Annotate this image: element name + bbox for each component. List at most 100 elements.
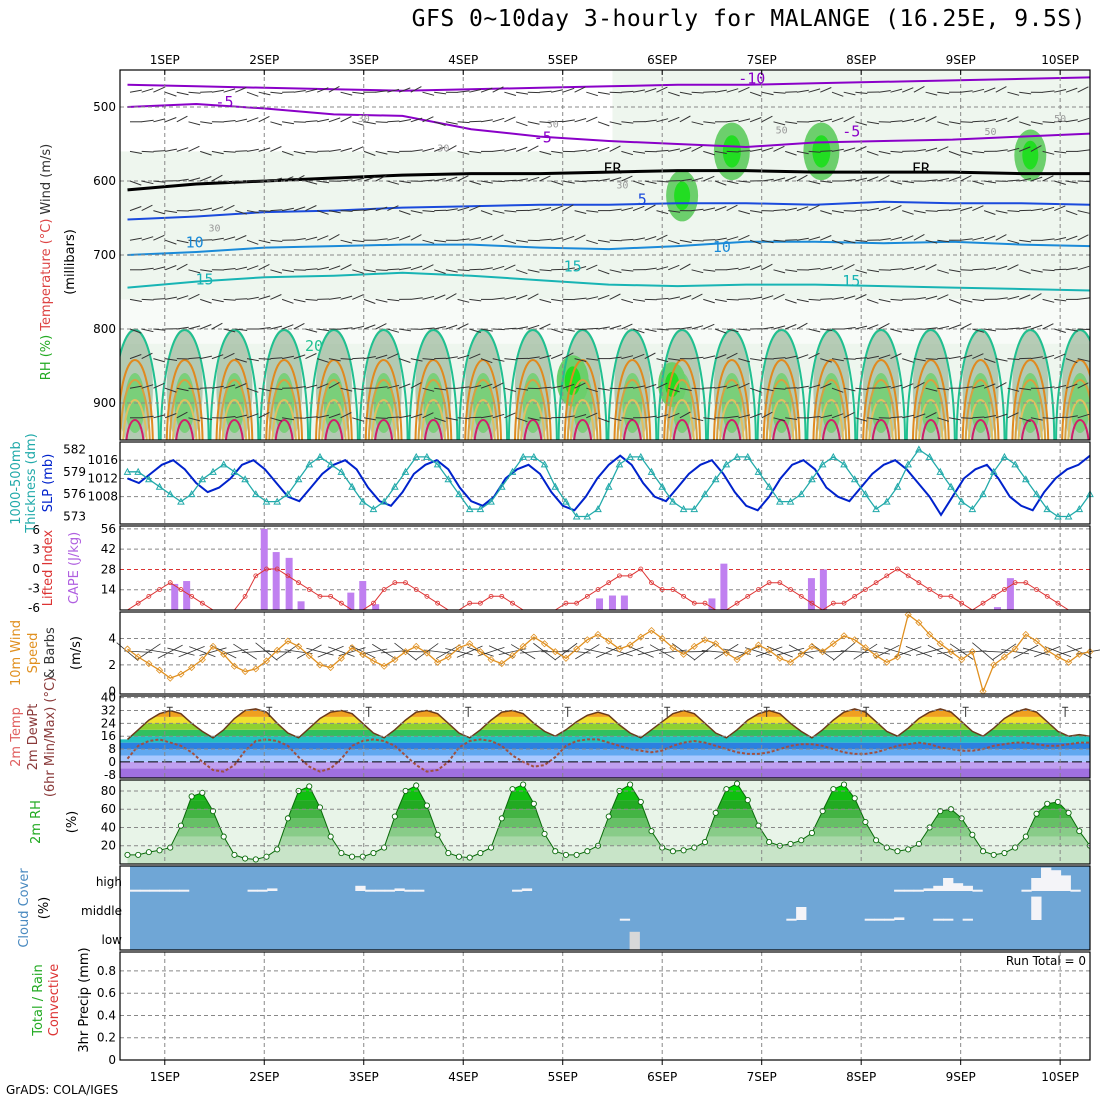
wind-barb bbox=[1054, 205, 1066, 212]
rh2m-marker bbox=[969, 831, 976, 838]
wind-barb bbox=[258, 147, 271, 152]
wind-barb bbox=[176, 263, 188, 271]
wind-barb bbox=[668, 296, 681, 300]
wind10m-marker bbox=[273, 646, 281, 654]
wind-barb bbox=[714, 385, 727, 389]
wind-barb bbox=[586, 327, 599, 330]
wind-barb bbox=[153, 118, 166, 123]
wind10m-marker bbox=[1065, 658, 1073, 666]
wind-barb bbox=[270, 269, 283, 274]
wind-barb bbox=[1042, 354, 1055, 360]
temp-contour-loop bbox=[563, 359, 602, 440]
temp-band bbox=[120, 729, 1090, 737]
wind-barb bbox=[703, 387, 716, 389]
wind-barb bbox=[820, 414, 833, 419]
wind-barb bbox=[469, 268, 482, 271]
wind-barb bbox=[164, 91, 177, 97]
wind-barb bbox=[656, 358, 669, 363]
lifted-index-marker bbox=[189, 593, 195, 599]
wind-barb bbox=[305, 120, 318, 123]
wind-barb bbox=[703, 150, 715, 156]
wind-barb bbox=[281, 150, 294, 156]
rh2m-marker bbox=[455, 853, 463, 860]
wind-barb bbox=[317, 118, 330, 123]
wind-barb bbox=[1030, 121, 1043, 125]
wind-barb bbox=[129, 89, 142, 93]
contour-label: 30 bbox=[547, 120, 559, 131]
wind-barb bbox=[492, 86, 504, 93]
wind10m-barb bbox=[744, 647, 772, 657]
wind-barb bbox=[153, 382, 165, 389]
wind-barb bbox=[340, 358, 353, 360]
wind-barb bbox=[293, 150, 306, 155]
temp-contour-loop bbox=[1017, 399, 1044, 440]
wind-barb bbox=[504, 210, 517, 213]
wind-barb bbox=[960, 90, 973, 93]
wind-barb bbox=[387, 120, 400, 123]
wind-barb bbox=[960, 206, 973, 212]
wind-barb bbox=[609, 121, 622, 125]
pressure-tick-label: 900 bbox=[93, 396, 116, 410]
wind10m-marker bbox=[230, 662, 238, 670]
temp-contour-loop bbox=[215, 359, 254, 440]
wind-barb bbox=[586, 179, 599, 182]
wind-barb bbox=[749, 91, 762, 97]
wind-barb bbox=[457, 206, 470, 212]
wind-barb bbox=[995, 86, 1007, 93]
wind-barb bbox=[551, 353, 563, 360]
rh2m-marker bbox=[306, 783, 313, 790]
wind-barb bbox=[445, 324, 458, 330]
temp-contour-loop bbox=[666, 379, 698, 440]
wind-barb bbox=[668, 210, 681, 213]
rh2m-marker bbox=[680, 847, 687, 854]
rh2m-marker bbox=[370, 849, 377, 857]
wind10m-barb bbox=[306, 647, 334, 656]
lifted-index-marker bbox=[659, 587, 665, 592]
wind10m-marker bbox=[1032, 637, 1041, 645]
wind-barb bbox=[211, 354, 224, 360]
wind-barb bbox=[352, 146, 364, 152]
wind-barb bbox=[855, 177, 868, 182]
thickness-tick-label: 579 bbox=[63, 465, 86, 479]
wind-barb bbox=[281, 176, 294, 182]
rh2m-marker bbox=[562, 851, 570, 858]
cape-bar bbox=[807, 578, 815, 610]
wind-barb bbox=[515, 121, 528, 127]
rh2m-marker bbox=[873, 837, 880, 844]
wind-barb bbox=[504, 264, 516, 271]
wind-barb bbox=[749, 117, 762, 123]
wind-barb bbox=[153, 298, 166, 300]
cape-tick-label: 42 bbox=[101, 542, 116, 556]
x-tick-label-bottom: 10SEP bbox=[1041, 1070, 1079, 1084]
wind-barb bbox=[633, 89, 645, 93]
wind-barb bbox=[153, 358, 166, 363]
wind-barb bbox=[235, 150, 248, 152]
wind-barb bbox=[387, 268, 400, 271]
precip-tick-label: 0.8 bbox=[97, 964, 116, 978]
wind-barb bbox=[293, 206, 306, 212]
wind-barb bbox=[551, 180, 563, 186]
upper-air-ylabel: RH (%)Temperature (°C)Wind (m/s) bbox=[39, 144, 54, 380]
rh2m-marker bbox=[819, 807, 826, 815]
wind-barb bbox=[153, 210, 166, 215]
wind-barb bbox=[972, 150, 985, 154]
wind-barb bbox=[200, 355, 213, 360]
wind10m-marker bbox=[958, 656, 966, 664]
wind10m-marker bbox=[1011, 645, 1019, 653]
wind-barb bbox=[469, 120, 482, 123]
temp-contour-loop bbox=[268, 379, 300, 440]
rh2m-marker bbox=[637, 798, 644, 805]
wind-barb bbox=[1042, 386, 1055, 389]
wind-barb bbox=[796, 89, 809, 93]
wind-barb bbox=[1077, 180, 1090, 183]
rh2m-marker bbox=[177, 822, 184, 829]
wind-barb bbox=[703, 121, 716, 124]
wind-barb bbox=[913, 149, 926, 152]
cloud-level-label: high bbox=[96, 875, 122, 889]
wind-barb bbox=[586, 210, 599, 213]
lifted-index-marker bbox=[274, 566, 280, 572]
lifted-index-marker bbox=[756, 587, 761, 592]
wind-barb bbox=[890, 268, 903, 271]
wind-barb bbox=[328, 233, 340, 241]
